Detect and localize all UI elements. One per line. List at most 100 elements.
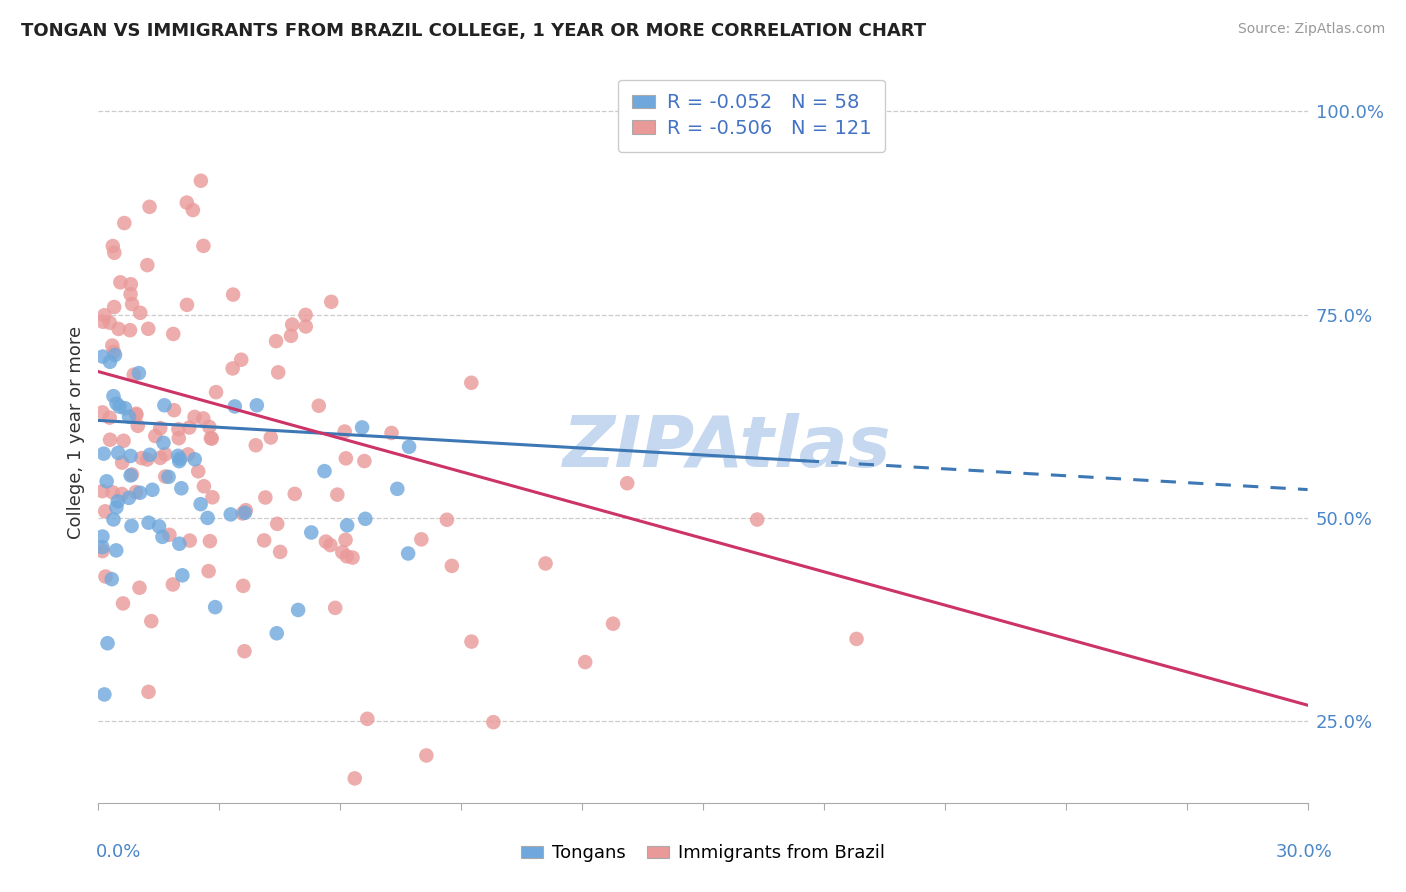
Point bbox=[482, 715, 505, 730]
Point bbox=[101, 239, 124, 253]
Point bbox=[254, 491, 277, 505]
Point bbox=[287, 603, 309, 617]
Point bbox=[294, 308, 316, 322]
Point bbox=[129, 306, 152, 320]
Point bbox=[176, 195, 198, 210]
Point bbox=[747, 512, 769, 526]
Point bbox=[224, 400, 246, 414]
Point bbox=[128, 366, 150, 380]
Point bbox=[222, 287, 245, 301]
Point bbox=[396, 546, 419, 560]
Point bbox=[104, 348, 127, 362]
Legend: Tongans, Immigrants from Brazil: Tongans, Immigrants from Brazil bbox=[513, 838, 893, 870]
Point bbox=[352, 420, 374, 434]
Point bbox=[354, 512, 377, 526]
Point bbox=[122, 368, 145, 382]
Point bbox=[111, 456, 134, 470]
Point bbox=[108, 400, 131, 414]
Point bbox=[112, 434, 135, 448]
Point bbox=[574, 655, 596, 669]
Point bbox=[183, 409, 205, 424]
Point bbox=[233, 506, 256, 520]
Point bbox=[91, 405, 114, 419]
Point bbox=[155, 469, 177, 483]
Point bbox=[153, 398, 176, 412]
Point bbox=[110, 276, 132, 290]
Point bbox=[118, 323, 141, 337]
Point bbox=[315, 534, 337, 549]
Point bbox=[205, 385, 228, 400]
Point bbox=[336, 518, 359, 533]
Point bbox=[121, 467, 143, 482]
Point bbox=[93, 688, 115, 702]
Point bbox=[267, 365, 290, 379]
Point bbox=[415, 748, 437, 763]
Point bbox=[91, 529, 114, 543]
Point bbox=[103, 512, 125, 526]
Point bbox=[353, 454, 375, 468]
Point bbox=[200, 431, 222, 445]
Point bbox=[232, 507, 254, 521]
Point bbox=[264, 334, 287, 348]
Point bbox=[125, 408, 148, 422]
Point bbox=[121, 519, 143, 533]
Point bbox=[136, 452, 159, 467]
Point bbox=[197, 511, 219, 525]
Text: 30.0%: 30.0% bbox=[1277, 843, 1333, 861]
Point bbox=[98, 316, 121, 330]
Point bbox=[169, 452, 191, 467]
Point bbox=[96, 475, 118, 489]
Point bbox=[266, 516, 288, 531]
Point bbox=[260, 430, 283, 444]
Point bbox=[101, 485, 124, 500]
Point bbox=[103, 389, 125, 403]
Point bbox=[157, 528, 180, 542]
Text: Source: ZipAtlas.com: Source: ZipAtlas.com bbox=[1237, 22, 1385, 37]
Point bbox=[136, 258, 159, 272]
Point bbox=[172, 568, 194, 582]
Point bbox=[111, 487, 134, 501]
Point bbox=[91, 350, 114, 364]
Point bbox=[198, 420, 221, 434]
Point bbox=[163, 403, 186, 417]
Point bbox=[193, 239, 215, 253]
Point bbox=[181, 202, 204, 217]
Point bbox=[107, 446, 129, 460]
Point bbox=[93, 308, 115, 322]
Point bbox=[105, 396, 128, 410]
Point bbox=[128, 581, 150, 595]
Point bbox=[190, 174, 212, 188]
Point bbox=[120, 449, 142, 463]
Text: TONGAN VS IMMIGRANTS FROM BRAZIL COLLEGE, 1 YEAR OR MORE CORRELATION CHART: TONGAN VS IMMIGRANTS FROM BRAZIL COLLEGE… bbox=[21, 22, 927, 40]
Point bbox=[91, 315, 114, 329]
Point bbox=[149, 450, 172, 465]
Point bbox=[169, 537, 191, 551]
Point bbox=[177, 447, 200, 461]
Point bbox=[125, 485, 148, 500]
Point bbox=[129, 485, 152, 500]
Point bbox=[266, 626, 288, 640]
Point bbox=[179, 420, 201, 434]
Point bbox=[103, 245, 125, 260]
Point bbox=[233, 644, 256, 658]
Point bbox=[411, 533, 433, 547]
Point bbox=[107, 494, 129, 508]
Point bbox=[170, 481, 193, 495]
Point bbox=[167, 422, 190, 436]
Point bbox=[91, 544, 114, 558]
Point bbox=[139, 448, 162, 462]
Point bbox=[149, 421, 172, 435]
Point bbox=[111, 596, 134, 610]
Point bbox=[118, 491, 141, 505]
Point bbox=[120, 287, 142, 301]
Point bbox=[148, 519, 170, 533]
Point bbox=[101, 338, 124, 352]
Point bbox=[387, 482, 409, 496]
Point bbox=[440, 558, 463, 573]
Point bbox=[323, 600, 346, 615]
Point bbox=[105, 543, 128, 558]
Point bbox=[319, 538, 342, 552]
Point bbox=[335, 533, 357, 547]
Point bbox=[380, 425, 402, 440]
Point bbox=[98, 433, 121, 447]
